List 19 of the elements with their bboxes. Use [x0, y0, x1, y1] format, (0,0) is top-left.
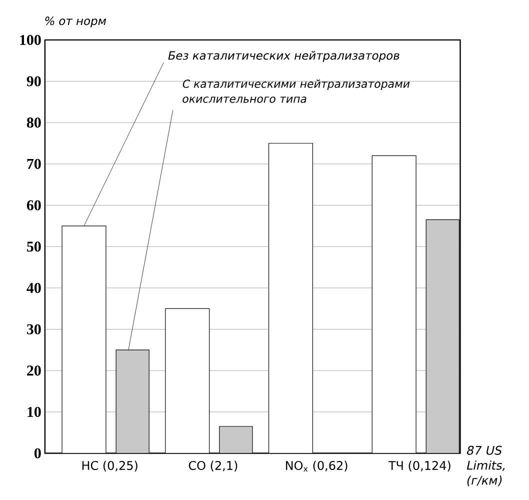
y-tick-label: 70: [27, 158, 41, 169]
y-tick-label: 40: [26, 282, 41, 293]
x-tick-label: HC (0,25): [82, 460, 138, 472]
y-tick-label: 10: [28, 406, 41, 417]
y-axis-title: % от норм: [45, 16, 106, 28]
x-tick-label: ТЧ (0,124): [388, 460, 450, 472]
x-tick-label: CO (2,1): [188, 460, 238, 472]
x-axis-title: 87 US Limits, (г/км): [466, 446, 505, 486]
y-tick-label: 30: [26, 324, 41, 334]
y-tick-label: 0: [34, 448, 41, 458]
text: С каталитическими нейтрализаторами окислительного типа: [182, 79, 410, 103]
x-tick-label: NO$_{x}$ (0,62): [286, 460, 348, 472]
y-tick-label: 60: [26, 200, 41, 210]
y-tick-label: 80: [26, 117, 41, 128]
text: Без каталитических нейтрализаторов: [168, 50, 400, 62]
y-tick-label: 50: [27, 241, 41, 252]
y-tick-label: 20: [27, 365, 41, 376]
y-tick-label: 90: [26, 76, 41, 86]
y-tick-label: 100: [20, 34, 41, 45]
